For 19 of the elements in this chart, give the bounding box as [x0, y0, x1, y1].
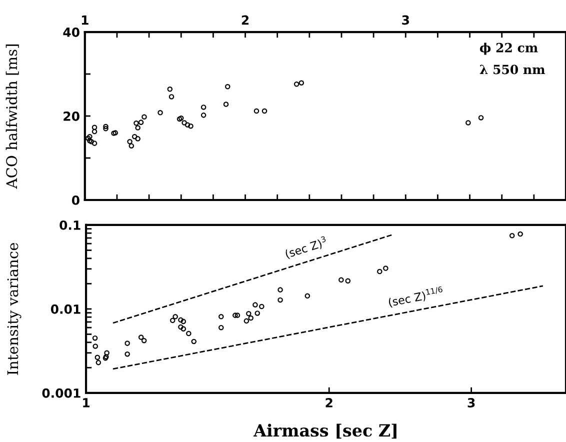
y-axis-title: Intensity variance	[7, 243, 22, 375]
annotation: ϕ 22 cm	[480, 42, 538, 55]
x-tick-label: 3	[402, 15, 409, 25]
x-tick-label: 1	[82, 15, 88, 25]
y-axis-title: ACO halfwidth [ms]	[6, 44, 19, 189]
y-tick-label: 0.1	[60, 220, 80, 230]
x-tick-label: 3	[468, 398, 475, 408]
x-tick-label: 2	[326, 398, 332, 408]
x-axis-title: Airmass [sec Z]	[253, 424, 396, 439]
y-tick-label: 0.001	[42, 388, 80, 398]
y-tick-label: 0	[72, 195, 80, 205]
y-tick-label: 20	[64, 111, 80, 121]
y-tick-label: 0.01	[50, 304, 80, 314]
x-tick-label: 1	[83, 398, 90, 408]
annotation: λ 550 nm	[480, 64, 545, 74]
text: (sec Z)$^{11/6}$	[388, 286, 444, 308]
text: (sec Z)$^{3}$	[284, 236, 328, 260]
x-tick-label: 2	[242, 15, 249, 25]
y-tick-label: 40	[63, 28, 80, 37]
